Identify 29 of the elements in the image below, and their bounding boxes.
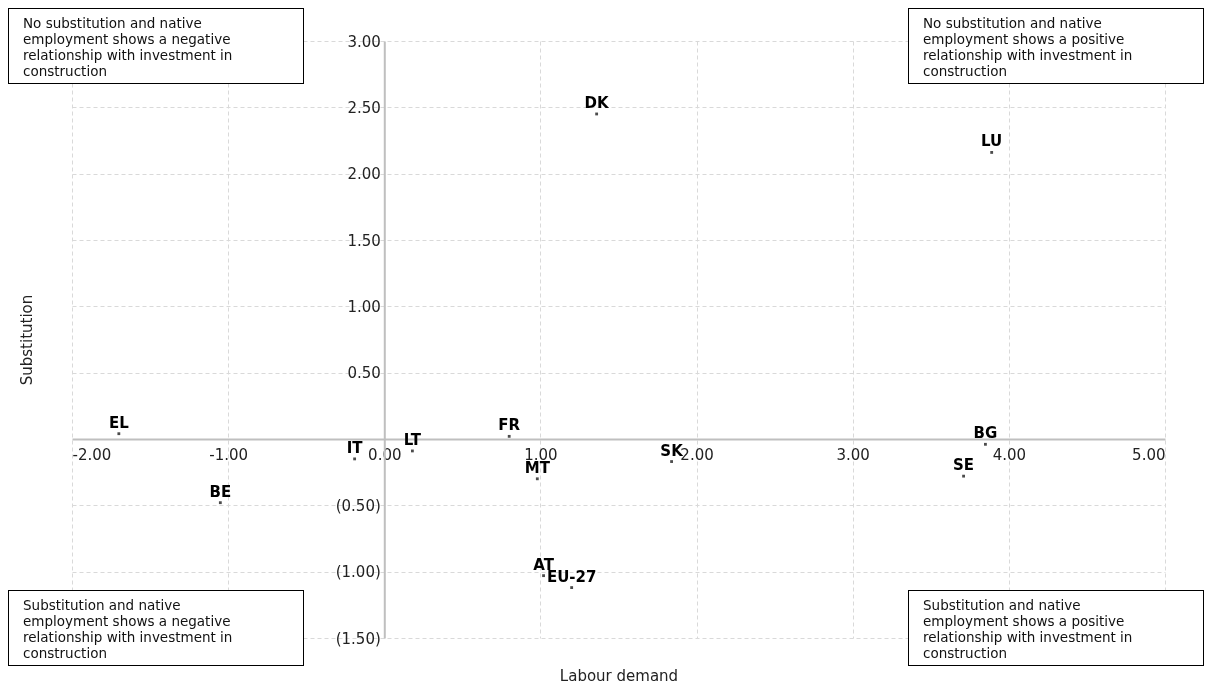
x-tick-label: 5.00 <box>1132 445 1166 464</box>
data-label: DK <box>584 93 611 112</box>
x-tick-label: -2.00 <box>72 445 112 464</box>
data-label: IT <box>346 438 364 457</box>
y-tick-label: 2.50 <box>347 98 381 117</box>
data-label: EL <box>108 413 130 432</box>
data-label: BG <box>973 424 998 443</box>
data-label: LU <box>981 132 1003 151</box>
x-tick-label: -1.00 <box>209 445 249 464</box>
note-box: No substitution and native employment shows a positive relationship with investment in construction <box>908 8 1204 84</box>
y-tick-label: 1.00 <box>347 297 381 316</box>
y-tick-label: (0.50) <box>335 496 381 515</box>
y-axis-title: Substitution <box>17 294 36 386</box>
data-label: SE <box>953 456 975 475</box>
x-tick-label: 4.00 <box>992 445 1027 464</box>
data-label: BE <box>209 482 232 501</box>
note-box: Substitution and native employment shows a negative relationship with investment in construction <box>8 590 304 666</box>
y-tick-label: 1.50 <box>347 231 381 250</box>
data-label: FR <box>498 416 521 435</box>
x-tick-label: 3.00 <box>836 445 870 464</box>
note-box: No substitution and native employment shows a negative relationship with investment in construction <box>8 8 304 84</box>
y-tick-label: 2.00 <box>347 165 381 184</box>
y-tick-label: 3.00 <box>347 32 381 51</box>
note-box: Substitution and native employment shows a positive relationship with investment in construction <box>908 590 1204 666</box>
y-tick-label: 0.50 <box>347 364 381 383</box>
data-label: LT <box>403 430 422 449</box>
y-tick-label: (1.00) <box>335 563 381 582</box>
x-axis-title: Labour demand <box>559 666 679 685</box>
y-tick-label: (1.50) <box>335 629 381 648</box>
